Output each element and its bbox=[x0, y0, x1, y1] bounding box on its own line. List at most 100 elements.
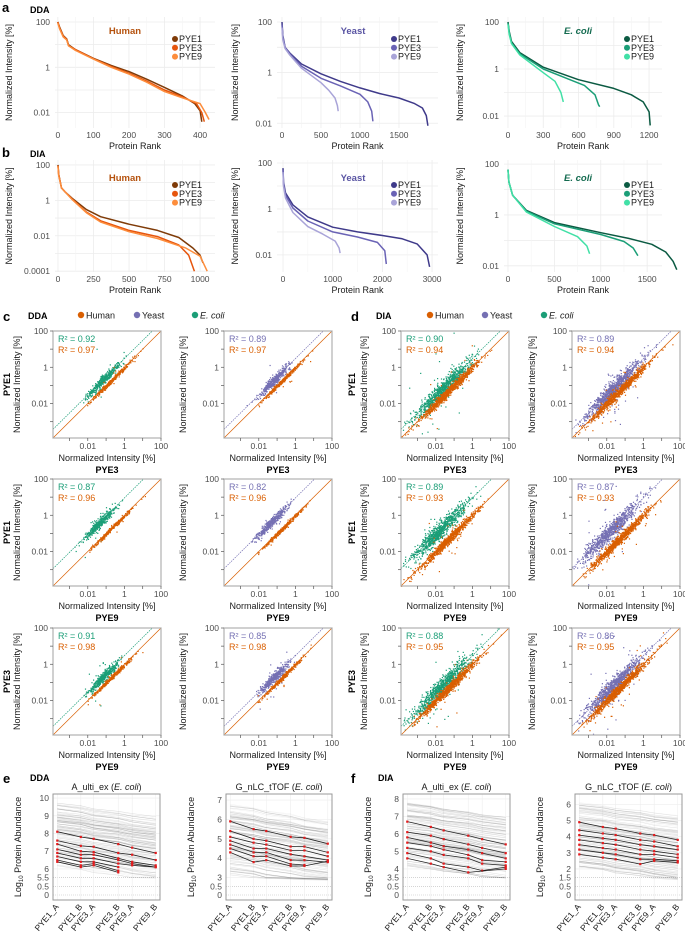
data-point bbox=[92, 692, 94, 694]
data-point bbox=[125, 355, 127, 357]
data-point bbox=[284, 369, 286, 371]
data-point bbox=[276, 382, 279, 384]
r-squared-label: R² = 0.92 bbox=[58, 334, 95, 344]
data-point bbox=[109, 673, 111, 675]
data-point bbox=[271, 382, 273, 384]
data-point bbox=[92, 385, 94, 387]
data-point bbox=[261, 692, 264, 694]
data-point bbox=[279, 375, 281, 377]
y-tick-label: 1 bbox=[494, 64, 499, 74]
data-point bbox=[113, 675, 115, 677]
data-point bbox=[294, 369, 296, 371]
data-point bbox=[112, 380, 114, 382]
x-axis-title: Protein Rank bbox=[331, 141, 384, 151]
data-point bbox=[105, 382, 107, 384]
acquisition-mode-label: DIA bbox=[376, 311, 392, 321]
data-point bbox=[101, 378, 104, 380]
y-tick-label: 0.01 bbox=[202, 547, 219, 557]
data-point bbox=[95, 393, 97, 395]
data-point bbox=[100, 383, 102, 385]
data-point bbox=[288, 362, 291, 364]
data-point bbox=[269, 379, 271, 381]
data-point bbox=[275, 536, 277, 538]
data-point bbox=[271, 539, 274, 542]
data-point bbox=[92, 398, 94, 400]
data-point bbox=[278, 533, 280, 535]
data-point bbox=[85, 395, 87, 397]
r-squared-label: R² = 0.97 bbox=[58, 345, 95, 355]
data-point bbox=[276, 386, 278, 388]
data-point bbox=[267, 685, 270, 688]
data-point bbox=[98, 526, 100, 528]
data-point bbox=[271, 379, 273, 381]
data-point bbox=[280, 675, 282, 677]
data-point bbox=[453, 332, 455, 334]
data-point bbox=[109, 373, 111, 375]
data-point bbox=[282, 664, 284, 666]
data-point bbox=[293, 668, 295, 671]
data-point bbox=[274, 379, 276, 381]
plot-background bbox=[55, 17, 215, 128]
data-point bbox=[106, 379, 108, 382]
data-point bbox=[275, 373, 277, 375]
data-point bbox=[89, 551, 91, 553]
data-point bbox=[270, 690, 272, 692]
data-point bbox=[268, 525, 270, 527]
data-point bbox=[268, 385, 270, 387]
data-point bbox=[100, 382, 102, 384]
y-axis-title: Normalized Intensity [%] bbox=[178, 633, 188, 730]
data-point bbox=[113, 509, 115, 511]
y-tick-label: 0.01 bbox=[31, 547, 48, 557]
data-point bbox=[99, 383, 101, 385]
data-point bbox=[286, 510, 288, 512]
data-point bbox=[102, 383, 104, 385]
data-point bbox=[272, 516, 274, 519]
data-point bbox=[86, 399, 88, 401]
data-point bbox=[92, 544, 94, 546]
y-tick-label: 0.01 bbox=[31, 399, 48, 409]
data-point bbox=[273, 386, 275, 388]
x-tick-label: 300 bbox=[536, 130, 550, 140]
data-point bbox=[125, 367, 127, 369]
data-point bbox=[285, 671, 287, 673]
y-axis-title: Normalized Intensity [%] bbox=[230, 24, 240, 121]
data-point bbox=[91, 389, 93, 392]
data-point bbox=[110, 382, 112, 385]
data-point bbox=[114, 367, 116, 369]
data-point bbox=[283, 371, 285, 373]
data-point bbox=[109, 676, 111, 678]
x-sample-label: PYE9 bbox=[95, 613, 118, 623]
x-axis-title: Protein Rank bbox=[331, 285, 384, 295]
data-point bbox=[271, 383, 273, 385]
data-point bbox=[117, 668, 119, 670]
y-axis-title: Normalized Intensity [%] bbox=[455, 24, 465, 121]
r-squared-label: R² = 0.82 bbox=[229, 482, 266, 492]
x-tick-label: 0 bbox=[506, 274, 511, 284]
panel-label: c bbox=[3, 309, 10, 324]
data-point bbox=[285, 369, 287, 371]
x-tick-label: 0.01 bbox=[251, 589, 268, 599]
data-point bbox=[278, 369, 280, 371]
data-point bbox=[288, 363, 291, 365]
data-point bbox=[267, 687, 269, 689]
data-point bbox=[98, 395, 100, 397]
y-tick-label: 1 bbox=[45, 195, 50, 205]
data-point bbox=[282, 669, 284, 671]
data-point bbox=[267, 380, 269, 382]
data-point bbox=[106, 512, 108, 514]
data-point bbox=[269, 364, 271, 367]
data-point bbox=[288, 507, 290, 509]
data-point bbox=[262, 526, 264, 528]
data-point bbox=[286, 508, 288, 510]
legend-marker bbox=[426, 311, 434, 319]
data-point bbox=[301, 363, 303, 366]
data-point bbox=[109, 371, 111, 373]
data-point bbox=[98, 385, 100, 388]
data-point bbox=[99, 690, 101, 692]
data-point bbox=[292, 518, 294, 520]
data-point bbox=[266, 684, 268, 686]
r-squared-label: R² = 0.98 bbox=[58, 642, 95, 652]
data-point bbox=[119, 373, 121, 375]
